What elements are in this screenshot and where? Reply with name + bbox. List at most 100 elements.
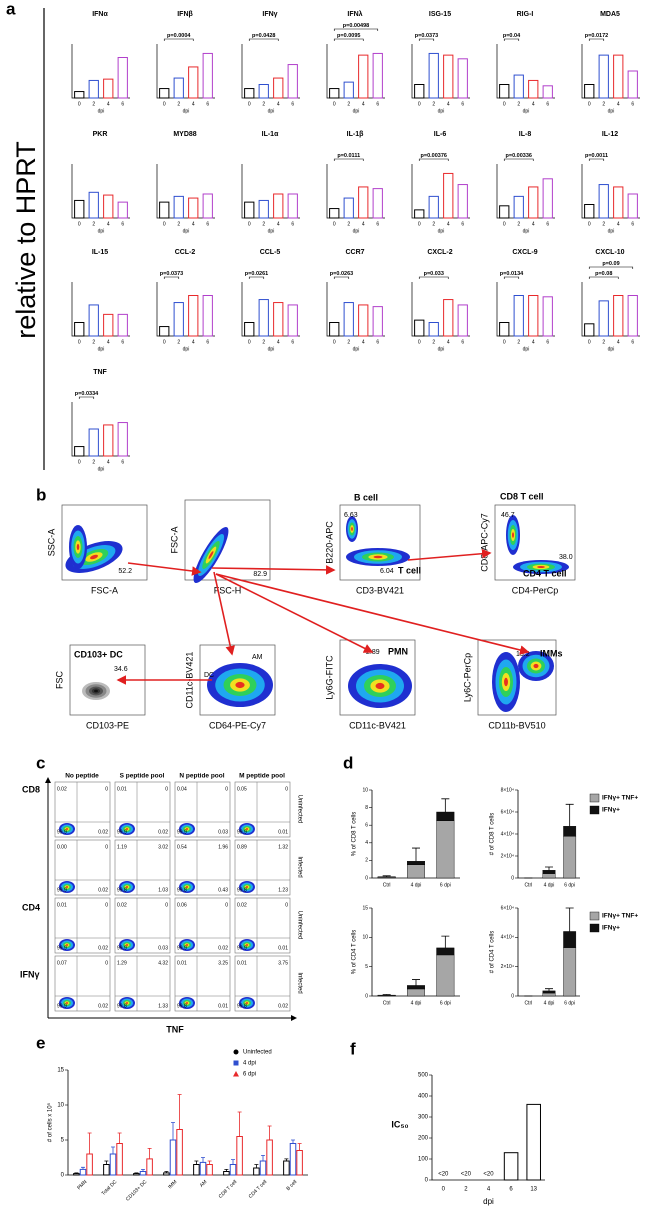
bar — [443, 172, 454, 219]
quadrant-value: 0.01 — [117, 786, 127, 792]
significance-bracket — [588, 266, 634, 269]
quadrant-value: 0.02 — [98, 1003, 108, 1009]
quadrant-value: 0.03 — [158, 945, 168, 951]
bar — [372, 306, 383, 337]
axes — [496, 44, 555, 99]
bar — [528, 295, 539, 337]
bar — [287, 64, 298, 99]
chart-title: IL-12 — [602, 131, 618, 138]
x-tick-label: 2 — [517, 221, 520, 227]
x-axis-label: CD103-PE — [86, 720, 129, 730]
bar — [457, 58, 468, 99]
x-tick-label: 6 dpi — [564, 1000, 575, 1006]
y-tick-label: 15 — [362, 905, 368, 911]
bar — [74, 91, 85, 99]
x-tick-label: 6 — [546, 339, 549, 345]
x-tick-label: 2 — [464, 1187, 468, 1193]
x-tick-label: 4 — [277, 339, 280, 345]
significance-bracket — [78, 396, 95, 399]
quadrant-value: 0.01 — [278, 945, 288, 951]
bar — [289, 1143, 297, 1176]
density — [65, 828, 69, 830]
bar — [414, 319, 425, 337]
x-tick-label: 6 — [509, 1187, 513, 1193]
bar — [343, 81, 354, 99]
quadrant-value: 99.9 — [177, 945, 187, 951]
bar — [428, 322, 439, 337]
x-tick-label: 4 — [487, 1187, 491, 1193]
density — [125, 944, 129, 946]
quadrant-value: 1.32 — [278, 844, 288, 850]
arrow — [127, 562, 202, 576]
bar — [117, 201, 128, 219]
bar — [74, 446, 85, 457]
chart-title: IFNα — [92, 11, 108, 18]
bar — [88, 191, 99, 219]
bar — [188, 66, 199, 99]
quadrant-value: 0 — [105, 844, 108, 850]
bar-segment — [407, 861, 426, 866]
chart-title: CXCL-9 — [512, 249, 537, 256]
error-bar — [382, 994, 391, 996]
x-tick-label: 0 — [333, 101, 336, 107]
bar — [86, 1153, 93, 1176]
bar — [542, 85, 553, 99]
chart-title: RIG-I — [517, 11, 534, 18]
legend-swatch — [589, 793, 600, 803]
error-bar — [284, 1158, 289, 1161]
legend-swatch — [589, 923, 600, 933]
x-tick-label: 2 — [347, 339, 350, 345]
bar — [528, 79, 539, 99]
y-axis-label: B220-APC — [324, 521, 334, 564]
legend-label: IFNγ+ — [602, 807, 620, 814]
quadrant-value: 0 — [285, 902, 288, 908]
x-tick-label: 0 — [588, 101, 591, 107]
x-axis-label: dpi — [523, 108, 530, 114]
x-tick-label: 0 — [503, 221, 506, 227]
y-axis-label: IFNγ — [20, 969, 40, 979]
quadrant-value: 0.06 — [177, 902, 187, 908]
quadrant-value: 99.8 — [117, 1003, 127, 1009]
legend-label: Uninfected — [243, 1050, 272, 1056]
y-tick-label: 0 — [425, 1178, 429, 1184]
x-tick-label: 6 — [206, 101, 209, 107]
panel-label: c — [36, 753, 45, 772]
chart-title: ISG-15 — [429, 11, 451, 18]
quadrant-value: 1.96 — [218, 844, 228, 850]
quadrant-value: 99.8 — [177, 887, 187, 893]
x-tick-label: 4 — [532, 339, 535, 345]
bar — [173, 302, 184, 337]
x-tick-label: 4 — [192, 221, 195, 227]
quadrant-value: 99.9 — [57, 829, 67, 835]
x-tick-label: Ctrl — [524, 882, 532, 888]
bar — [526, 1103, 541, 1181]
x-axis-label: dpi — [353, 108, 360, 114]
axes — [517, 790, 580, 879]
x-axis-label: dpi — [483, 1197, 494, 1206]
x-tick-label: 4 — [362, 221, 365, 227]
density — [375, 682, 385, 690]
error-bar — [565, 803, 574, 827]
panel-label: d — [343, 753, 353, 772]
quadrant-value: 0.89 — [237, 844, 247, 850]
x-tick-label: 4 dpi — [544, 882, 555, 888]
density — [373, 555, 383, 559]
legend-label: IFNγ+ — [602, 925, 620, 932]
quadrant-value: 0 — [105, 902, 108, 908]
significance-bracket — [418, 38, 435, 41]
bar — [159, 88, 170, 99]
chart-title: IL-1α — [262, 131, 279, 138]
p-value: p=0.0428 — [252, 33, 275, 39]
bar — [103, 1164, 110, 1176]
x-tick-label: 2 — [432, 221, 435, 227]
chart-title: PKR — [93, 131, 108, 138]
quadrant-value: 0.02 — [98, 945, 108, 951]
x-axis-label: dpi — [268, 108, 275, 114]
bar — [627, 295, 638, 337]
x-tick-label: 2 — [517, 101, 520, 107]
x-tick-label: 0 — [588, 339, 591, 345]
x-axis-label: dpi — [353, 346, 360, 352]
p-value: p=0.0261 — [245, 271, 268, 277]
density — [537, 566, 545, 568]
bar — [74, 199, 85, 219]
